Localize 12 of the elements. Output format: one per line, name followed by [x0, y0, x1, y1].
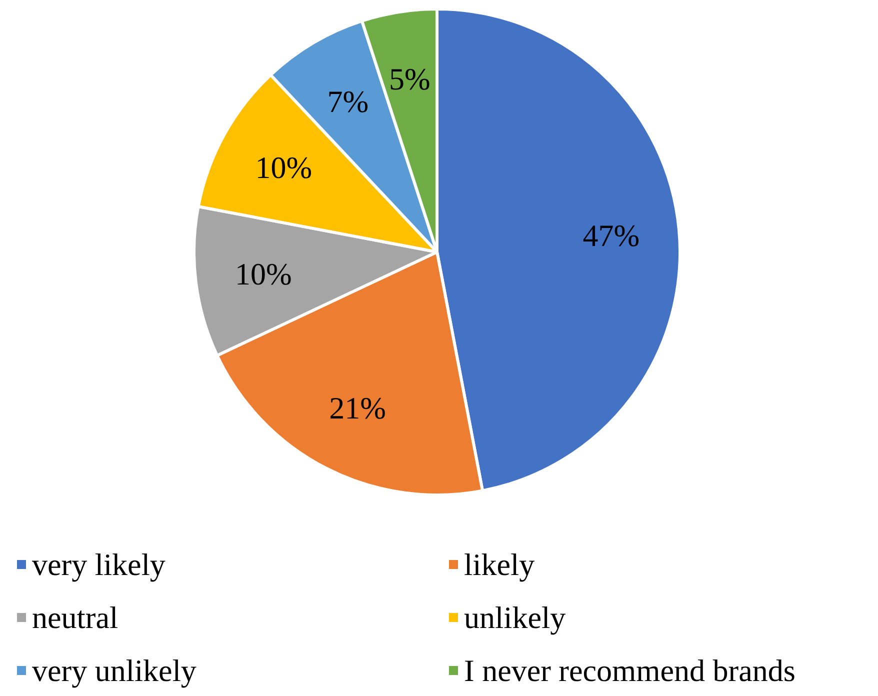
legend-label: very likely: [32, 547, 166, 582]
legend-label: neutral: [32, 600, 118, 635]
data-label: 10%: [255, 150, 312, 186]
data-label: 10%: [235, 256, 292, 292]
data-label: 21%: [329, 390, 386, 426]
data-label: 47%: [582, 218, 640, 254]
legend-label: I never recommend brands: [464, 653, 796, 688]
legend-label: likely: [464, 547, 536, 582]
legend-label: very unlikely: [32, 653, 197, 688]
data-label: 5%: [388, 62, 430, 97]
data-label: 7%: [327, 84, 369, 119]
legend-label: unlikely: [464, 600, 566, 635]
